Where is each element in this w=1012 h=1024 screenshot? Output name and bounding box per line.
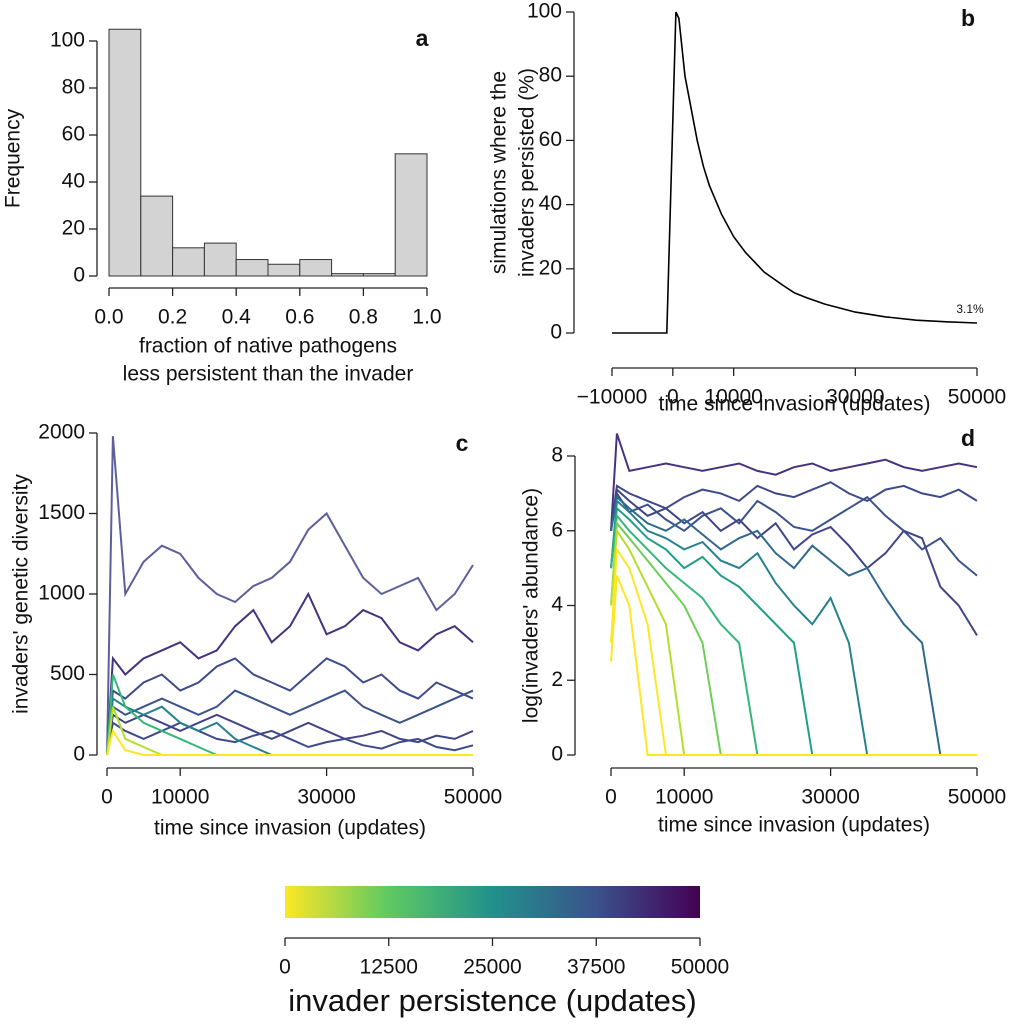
line — [106, 689, 474, 756]
x-tick-label: 0 — [667, 386, 679, 409]
y-tick-label: 1500 — [38, 501, 85, 524]
panel-label: b — [961, 5, 975, 31]
bar — [140, 195, 174, 277]
x-axis-label: time since invasion (updates) — [659, 393, 931, 416]
line — [106, 713, 474, 756]
x-tick-label: 10000 — [704, 386, 762, 409]
bar — [172, 247, 205, 277]
y-axis-label: invaders persisted (%) — [516, 68, 539, 277]
y-tick-label: 20 — [539, 256, 562, 279]
line — [610, 433, 978, 531]
line — [612, 11, 978, 334]
line — [610, 481, 978, 531]
y-tick-label: 0 — [551, 743, 563, 766]
y-tick-label: 4 — [551, 593, 563, 616]
y-tick-label: 40 — [539, 192, 562, 215]
x-tick-label: 25000 — [463, 956, 521, 979]
panel-label: c — [456, 430, 469, 456]
x-tick-label: 0.4 — [222, 306, 252, 329]
line — [106, 696, 473, 756]
line — [610, 506, 977, 756]
x-tick-label: −10000 — [577, 386, 648, 409]
x-tick-label: 50000 — [948, 786, 1006, 809]
y-tick-label: 2000 — [38, 421, 85, 444]
x-tick-label: 0.8 — [349, 306, 378, 329]
panel-label: d — [961, 425, 975, 451]
y-tick-label: 0 — [73, 264, 85, 287]
colorbar — [285, 886, 700, 918]
line — [106, 591, 474, 756]
line — [610, 490, 978, 577]
panel-label: a — [416, 25, 429, 51]
line — [610, 513, 977, 756]
bar — [331, 273, 364, 277]
x-tick-label: 30000 — [801, 786, 859, 809]
x-tick-label: 0.0 — [94, 306, 123, 329]
x-tick-label: 1.0 — [412, 306, 441, 329]
y-tick-label: 60 — [62, 123, 85, 146]
y-tick-label: 8 — [551, 444, 563, 467]
y-tick-label: 40 — [62, 170, 85, 193]
line — [610, 546, 977, 756]
x-axis-label: invader persistence (updates) — [288, 983, 696, 1018]
x-tick-label: 0.6 — [285, 306, 314, 329]
x-tick-label: 0 — [101, 786, 113, 809]
bar — [299, 259, 333, 277]
y-tick-label: 20 — [62, 217, 85, 240]
line — [106, 657, 474, 756]
y-tick-label: 80 — [539, 64, 562, 87]
bar — [203, 242, 237, 277]
line — [610, 520, 977, 756]
line — [106, 436, 474, 756]
x-axis-label: time since invasion (updates) — [658, 814, 930, 837]
y-tick-label: 100 — [527, 0, 562, 23]
line — [610, 487, 978, 636]
x-tick-label: 10000 — [151, 786, 209, 809]
bar — [362, 273, 396, 277]
y-tick-label: 0 — [550, 321, 562, 344]
x-tick-label: 12500 — [360, 956, 418, 979]
y-tick-label: 500 — [50, 662, 85, 685]
line — [610, 495, 977, 756]
x-tick-label: 30000 — [826, 386, 884, 409]
y-tick-label: 100 — [50, 29, 85, 52]
x-tick-label: 50000 — [948, 386, 1006, 409]
x-tick-label: 0 — [605, 786, 617, 809]
x-axis-label: less persistent than the invader — [123, 363, 414, 386]
y-axis-label: invaders' genetic diversity — [10, 474, 33, 714]
bar — [267, 263, 301, 277]
y-tick-label: 60 — [539, 128, 562, 151]
x-tick-label: 10000 — [655, 786, 713, 809]
y-axis-label: simulations where the — [488, 71, 511, 274]
x-tick-label: 0 — [279, 956, 291, 979]
line — [106, 721, 474, 756]
line — [106, 728, 473, 756]
x-tick-label: 30000 — [297, 786, 355, 809]
bar — [235, 259, 269, 277]
bar — [108, 28, 142, 277]
x-axis-label: time since invasion (updates) — [154, 817, 426, 840]
annotation: 3.1% — [956, 302, 984, 316]
x-axis-label: fraction of native pathogens — [139, 335, 397, 358]
x-tick-label: 37500 — [567, 956, 625, 979]
x-tick-label: 0.2 — [158, 306, 187, 329]
x-tick-label: 50000 — [444, 786, 502, 809]
y-tick-label: 1000 — [38, 582, 85, 605]
y-tick-label: 0 — [73, 743, 85, 766]
y-axis-label: Frequency — [2, 108, 25, 208]
y-tick-label: 6 — [551, 518, 563, 541]
line — [610, 575, 977, 756]
y-axis-label: log(invaders' abundance) — [520, 488, 543, 723]
y-tick-label: 80 — [62, 76, 85, 99]
y-tick-label: 2 — [551, 668, 563, 691]
x-tick-label: 50000 — [671, 956, 729, 979]
bar — [394, 153, 428, 277]
